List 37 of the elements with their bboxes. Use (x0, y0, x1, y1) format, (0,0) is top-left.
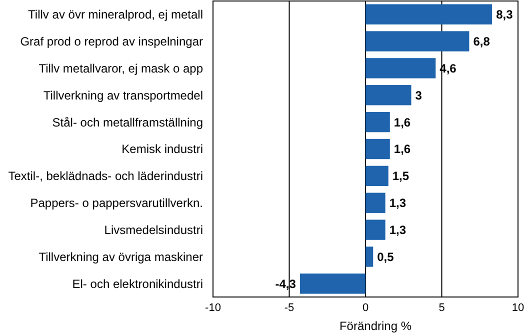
y-tick-label: Kemisk industri (122, 142, 203, 156)
bar (300, 274, 366, 294)
y-tick-label: Tillverkning av transportmedel (43, 88, 203, 102)
bar (366, 220, 386, 240)
data-label: 8,3 (496, 8, 514, 22)
bar (366, 31, 470, 52)
bar (366, 4, 492, 24)
y-tick-label: Stål- och metallframställning (52, 115, 203, 130)
bar (366, 192, 386, 213)
y-tick-label: El- och elektronikindustri (72, 276, 203, 291)
bar (366, 166, 388, 186)
data-label: 1,6 (394, 142, 411, 156)
bar (366, 138, 390, 160)
x-axis-title: Förändring % (339, 319, 412, 333)
data-label: 1,3 (389, 196, 406, 210)
y-tick-label: Textil-, beklädnads- och läderindustri (8, 169, 203, 184)
bar (366, 112, 390, 132)
data-label: 0,5 (377, 250, 394, 264)
bar (366, 58, 436, 78)
y-tick-label: Tillverkning av övriga maskiner (38, 250, 203, 264)
data-label: 1,5 (392, 169, 410, 184)
data-label: 3 (415, 88, 422, 102)
x-tick-label: 5 (438, 302, 445, 314)
bar (366, 246, 374, 267)
data-label: 6,8 (473, 34, 490, 48)
data-label: 1,3 (389, 223, 406, 237)
y-tick-label: Pappers- o pappersvarutillverkn. (30, 196, 203, 210)
y-tick-label: Tillv metallvaror, ej mask o app (38, 61, 204, 76)
bar (366, 85, 412, 106)
y-tick-label: Graf prod o reprod av inspelningar (20, 34, 203, 48)
x-tick-label: 0 (362, 302, 369, 314)
x-tick-label: 10 (512, 302, 524, 314)
x-tick-label: -5 (284, 302, 294, 314)
x-tick-label: -10 (205, 302, 221, 314)
y-tick-label: Tillv av övr mineralprod, ej metall (28, 8, 203, 22)
data-label: 1,6 (394, 115, 411, 130)
y-tick-label: Livsmedelsindustri (104, 223, 203, 237)
